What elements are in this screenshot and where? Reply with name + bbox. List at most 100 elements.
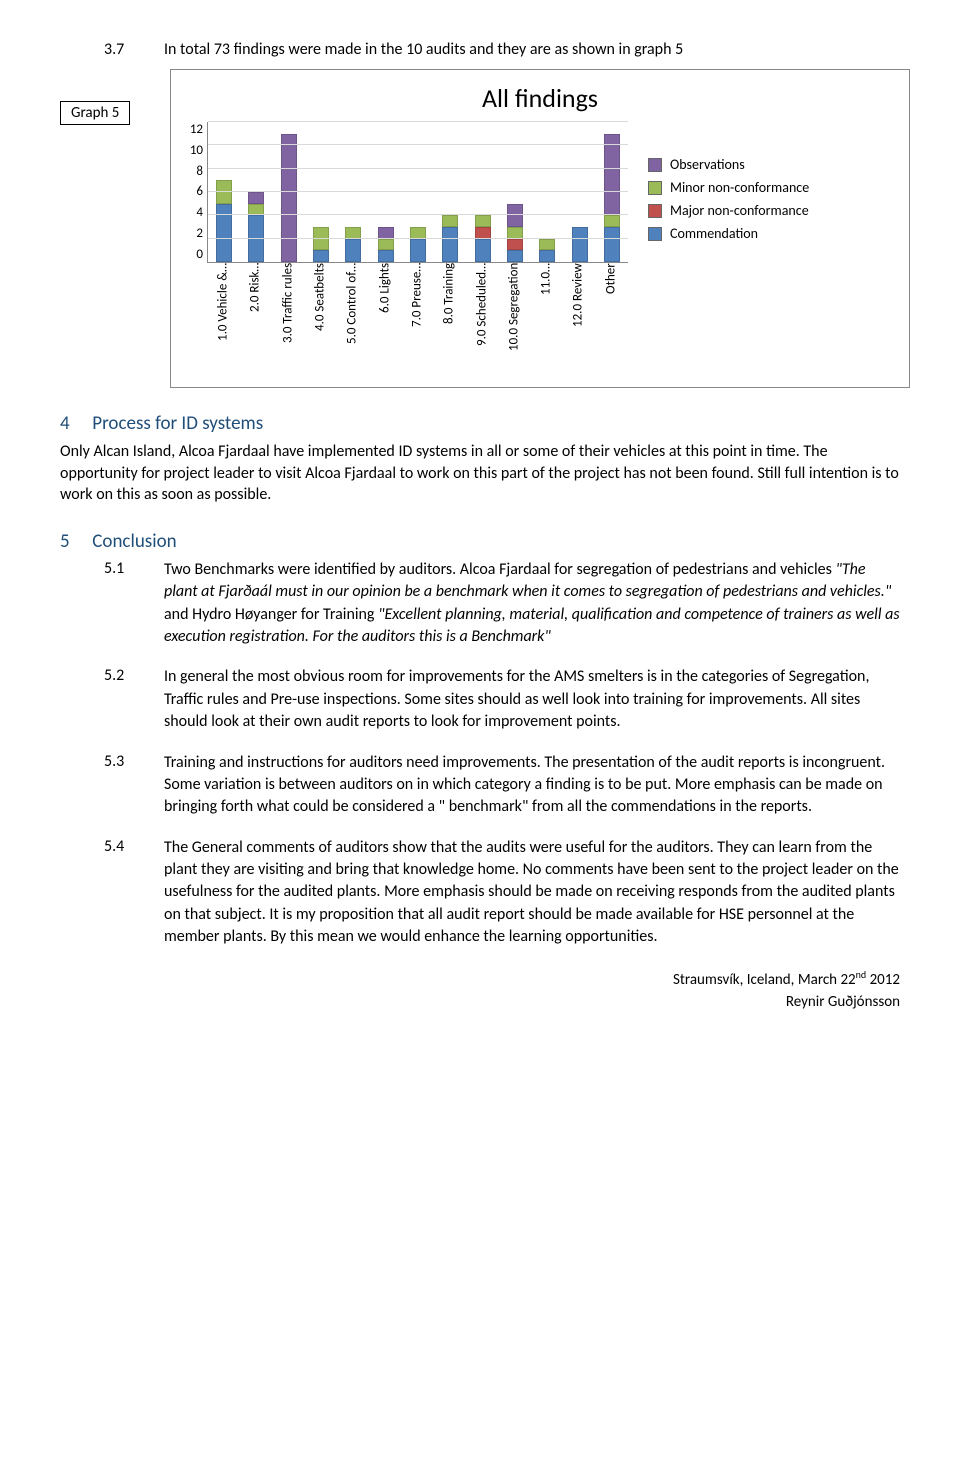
x-axis-labels: 1.0 Vehicle &…2.0 Risk…3.0 Traffic rules… [207,263,627,387]
y-tick: 12 [179,122,203,137]
sub-item-body: Two Benchmarks were identified by audito… [164,559,900,649]
chart-container: All findings 121086420 1.0 Vehicle &…2.0… [170,69,910,388]
bar-slot [305,122,337,262]
bar-slot [499,122,531,262]
bar-segment [248,215,264,262]
section-4-body: Only Alcan Island, Alcoa Fjardaal have i… [60,441,900,506]
legend-item: Commendation [648,225,809,242]
bar-segment [216,180,232,203]
bar-segment [507,250,523,262]
sub-item: 5.3Training and instructions for auditor… [60,752,900,819]
bar [248,192,264,262]
y-axis: 121086420 [179,122,207,262]
bar-segment [475,239,491,262]
bars-row [208,122,628,262]
bar-segment [572,227,588,262]
bar-segment [604,134,620,216]
x-tick-label: 8.0 Training [433,263,465,387]
page-footer: Straumsvík, Iceland, March 22nd 2012 Rey… [60,967,900,1014]
sub-item-num: 5.3 [104,752,164,819]
bar-slot [402,122,434,262]
bar-segment [442,227,458,262]
x-tick-label: 11.0… [530,263,562,387]
x-tick-label: 10.0 Segregation [498,263,530,387]
section-4-heading: 4 Process for ID systems [60,412,900,435]
sub-item-num: 5.2 [104,666,164,733]
bar-segment [313,227,329,250]
bar [572,227,588,262]
sub-item: 5.2In general the most obvious room for … [60,666,900,733]
section-5-heading: 5 Conclusion [60,530,900,553]
sub-item-body: In general the most obvious room for imp… [164,666,900,733]
bar [313,227,329,262]
x-tick-label: 4.0 Seatbelts [304,263,336,387]
bar [281,134,297,262]
section-5-title: Conclusion [92,530,176,553]
sub-item-body: Training and instructions for auditors n… [164,752,900,819]
bar [604,134,620,262]
y-tick: 0 [179,247,203,262]
bar [475,215,491,262]
legend-label: Observations [670,156,745,173]
footer-sup: nd [856,968,867,981]
bar-segment [410,239,426,262]
bar [410,227,426,262]
bar [507,204,523,262]
bar-segment [507,204,523,227]
grid-line [208,144,628,145]
legend-item: Observations [648,156,809,173]
legend-swatch [648,204,662,218]
bar-slot [337,122,369,262]
plot-area [207,122,628,263]
y-tick: 2 [179,226,203,241]
y-tick: 8 [179,164,203,179]
intro-row: 3.7 In total 73 findings were made in th… [60,40,900,59]
x-tick-label: 5.0 Control of… [336,263,368,387]
sub-item-num: 5.1 [104,559,164,649]
bar-segment [378,250,394,262]
bar-segment [539,239,555,251]
sub-item: 5.1Two Benchmarks were identified by aud… [60,559,900,649]
legend-item: Major non-conformance [648,202,809,219]
bar-segment [345,239,361,262]
section-4-num: 4 [60,412,88,435]
grid-line [208,238,628,239]
intro-num: 3.7 [104,40,164,59]
legend-label: Minor non-conformance [670,179,809,196]
bar-segment [216,204,232,262]
bar-slot [370,122,402,262]
bar-slot [240,122,272,262]
bar-segment [475,215,491,227]
sub-item-num: 5.4 [104,837,164,949]
section-4-title: Process for ID systems [92,412,263,435]
bar-segment [378,239,394,251]
bar-slot [596,122,628,262]
x-tick-label: 12.0 Review [562,263,594,387]
bar-slot [467,122,499,262]
grid-line [208,121,628,122]
grid-line [208,168,628,169]
graph5-label: Graph 5 [60,101,130,125]
bar-slot [434,122,466,262]
bar [539,239,555,262]
x-tick-label: 2.0 Risk… [239,263,271,387]
y-tick: 10 [179,143,203,158]
chart-legend: Observations Minor non-conformance Major n… [648,150,809,248]
bar [378,227,394,262]
y-tick: 4 [179,205,203,220]
x-tick-label: Other [595,263,627,387]
bar-slot [563,122,595,262]
sub-item-body: The General comments of auditors show th… [164,837,900,949]
legend-swatch [648,181,662,195]
footer-year: 2012 [866,971,900,989]
x-tick-label: 6.0 Lights [369,263,401,387]
intro-text: In total 73 findings were made in the 10… [164,40,683,59]
bar-segment [313,250,329,262]
footer-place: Straumsvík, Iceland, March 22 [673,971,856,989]
x-tick-label: 3.0 Traffic rules [272,263,304,387]
footer-author: Reynir Guðjónsson [786,993,900,1011]
legend-label: Commendation [670,225,758,242]
bar [216,180,232,262]
sub-item: 5.4The General comments of auditors show… [60,837,900,949]
bar-segment [539,250,555,262]
